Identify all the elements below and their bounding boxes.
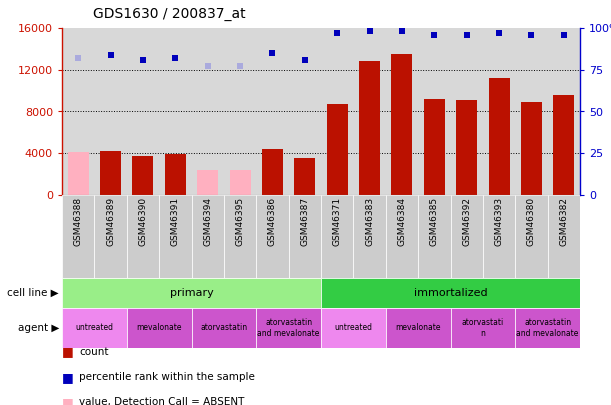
Text: GDS1630 / 200837_at: GDS1630 / 200837_at xyxy=(92,7,245,21)
Text: GSM46388: GSM46388 xyxy=(74,197,82,246)
Point xyxy=(332,30,342,36)
Text: GSM46391: GSM46391 xyxy=(171,197,180,246)
Bar xyxy=(133,156,153,195)
Point xyxy=(300,56,310,63)
Text: GSM46390: GSM46390 xyxy=(139,197,147,246)
Text: ■: ■ xyxy=(62,371,74,384)
Text: GSM46393: GSM46393 xyxy=(494,197,503,246)
Bar xyxy=(515,195,547,278)
Bar xyxy=(230,170,251,195)
Bar xyxy=(327,104,348,195)
Bar xyxy=(450,195,483,278)
Text: ■: ■ xyxy=(62,345,74,358)
Point xyxy=(397,28,407,34)
Text: cell line ▶: cell line ▶ xyxy=(7,288,59,298)
Bar xyxy=(62,278,321,308)
Point xyxy=(106,51,115,58)
Text: GSM46386: GSM46386 xyxy=(268,197,277,246)
Text: GSM46394: GSM46394 xyxy=(203,197,212,246)
Text: primary: primary xyxy=(170,288,213,298)
Point xyxy=(170,55,180,61)
Bar xyxy=(165,154,186,195)
Text: GSM46395: GSM46395 xyxy=(236,197,244,246)
Point xyxy=(73,55,83,61)
Text: GSM46383: GSM46383 xyxy=(365,197,374,246)
Point xyxy=(462,32,472,38)
Text: GSM46380: GSM46380 xyxy=(527,197,536,246)
Text: atorvastatin
and mevalonate: atorvastatin and mevalonate xyxy=(257,318,320,338)
Point xyxy=(527,32,536,38)
Bar xyxy=(62,195,94,278)
Text: GSM46382: GSM46382 xyxy=(559,197,568,246)
Bar xyxy=(191,195,224,278)
Text: GSM46392: GSM46392 xyxy=(462,197,471,246)
Bar xyxy=(191,308,256,348)
Point xyxy=(203,63,213,70)
Point xyxy=(559,32,569,38)
Point xyxy=(494,30,504,36)
Bar xyxy=(288,195,321,278)
Point xyxy=(235,63,245,70)
Bar xyxy=(450,308,515,348)
Bar xyxy=(197,170,218,195)
Bar xyxy=(94,195,126,278)
Text: atorvastatin
and mevalonate: atorvastatin and mevalonate xyxy=(516,318,579,338)
Bar xyxy=(224,195,256,278)
Bar xyxy=(521,102,542,195)
Bar xyxy=(554,95,574,195)
Bar xyxy=(483,195,515,278)
Bar xyxy=(68,152,89,195)
Bar xyxy=(353,195,386,278)
Point xyxy=(430,32,439,38)
Text: value, Detection Call = ABSENT: value, Detection Call = ABSENT xyxy=(79,397,244,405)
Bar xyxy=(386,308,450,348)
Text: GSM46385: GSM46385 xyxy=(430,197,439,246)
Bar xyxy=(262,149,283,195)
Text: percentile rank within the sample: percentile rank within the sample xyxy=(79,372,255,382)
Point xyxy=(138,56,148,63)
Bar xyxy=(295,158,315,195)
Bar xyxy=(256,308,321,348)
Bar xyxy=(321,308,386,348)
Text: count: count xyxy=(79,347,109,357)
Text: GSM46389: GSM46389 xyxy=(106,197,115,246)
Text: immortalized: immortalized xyxy=(414,288,488,298)
Text: atorvastati
n: atorvastati n xyxy=(462,318,504,338)
Text: mevalonate: mevalonate xyxy=(395,324,441,333)
Point xyxy=(365,28,375,34)
Bar xyxy=(418,195,450,278)
Bar xyxy=(159,195,191,278)
Text: GSM46387: GSM46387 xyxy=(301,197,309,246)
Bar xyxy=(489,78,510,195)
Text: mevalonate: mevalonate xyxy=(136,324,182,333)
Bar xyxy=(68,152,89,195)
Text: GSM46384: GSM46384 xyxy=(397,197,406,246)
Text: untreated: untreated xyxy=(75,324,114,333)
Point xyxy=(268,50,277,56)
Bar xyxy=(256,195,288,278)
Bar xyxy=(386,195,418,278)
Bar xyxy=(100,151,121,195)
Bar xyxy=(62,308,126,348)
Bar xyxy=(392,54,412,195)
Bar xyxy=(321,278,580,308)
Text: atorvastatin: atorvastatin xyxy=(200,324,247,333)
Text: ■: ■ xyxy=(62,396,74,405)
Bar xyxy=(321,195,353,278)
Bar xyxy=(359,62,380,195)
Bar xyxy=(456,100,477,195)
Text: agent ▶: agent ▶ xyxy=(18,323,59,333)
Text: untreated: untreated xyxy=(334,324,372,333)
Bar xyxy=(126,308,191,348)
Bar xyxy=(424,99,445,195)
Bar xyxy=(126,195,159,278)
Bar xyxy=(515,308,580,348)
Bar xyxy=(547,195,580,278)
Text: GSM46371: GSM46371 xyxy=(332,197,342,246)
